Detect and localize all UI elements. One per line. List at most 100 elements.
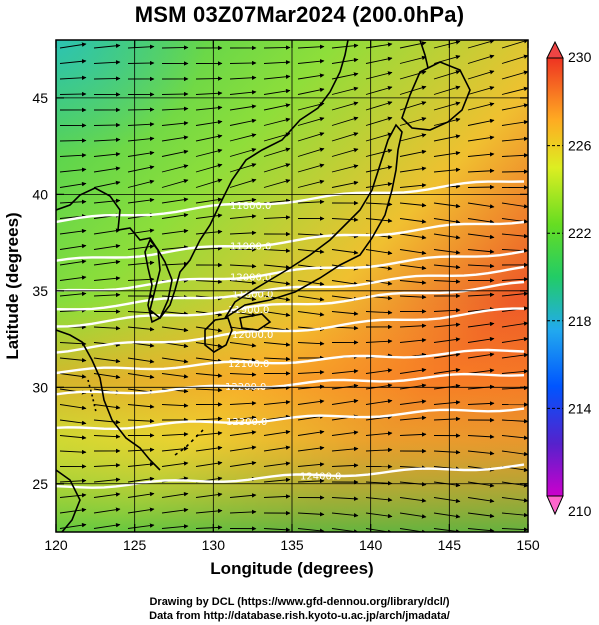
wind-arrow <box>127 228 155 235</box>
wind-arrow <box>433 512 461 519</box>
wind-arrow <box>501 54 528 64</box>
wind-arrow <box>263 248 291 253</box>
wind-arrow <box>59 259 87 266</box>
wind-arrow <box>501 119 528 126</box>
contour-label: 11800.0 <box>232 289 273 300</box>
wind-arrow <box>229 415 257 421</box>
wind-arrow <box>501 291 528 297</box>
wind-arrow <box>331 496 359 502</box>
wind-arrow <box>331 86 359 95</box>
contour-label: 11900.0 <box>228 305 269 316</box>
wind-arrow <box>467 434 495 440</box>
wind-arrow <box>161 121 189 126</box>
wind-arrow <box>229 509 257 515</box>
contour-label: 11800.0 <box>230 201 271 212</box>
wind-arrow <box>433 279 461 284</box>
wind-arrow <box>127 404 155 409</box>
wind-arrow <box>501 103 528 111</box>
wind-arrow <box>161 245 189 250</box>
wind-arrow <box>93 276 121 281</box>
coastline <box>56 40 471 532</box>
wind-arrow <box>229 342 257 348</box>
y-tick-label: 30 <box>32 379 48 395</box>
wind-arrow <box>195 357 223 364</box>
wind-arrow <box>93 259 121 266</box>
wind-arrow <box>467 528 495 532</box>
wind-arrow <box>59 228 87 235</box>
wind-arrow <box>331 446 359 452</box>
wind-arrow <box>127 476 155 483</box>
height-contour-line <box>56 220 525 262</box>
wind-arrow <box>467 70 495 80</box>
wind-arrow <box>467 118 495 126</box>
wind-arrow <box>161 149 189 157</box>
map-title: MSM 03Z07Mar2024 (200.0hPa) <box>134 2 465 27</box>
wind-arrow <box>263 147 291 157</box>
wind-arrow <box>467 152 495 157</box>
wind-arrow <box>195 373 223 378</box>
wind-arrow <box>127 150 155 157</box>
wind-arrow <box>127 165 155 173</box>
wind-arrow <box>399 149 427 157</box>
wind-arrow <box>433 450 461 455</box>
wind-arrow <box>127 197 155 204</box>
wind-arrow <box>229 263 257 269</box>
wind-arrow <box>501 369 528 374</box>
wind-arrow <box>433 167 461 173</box>
wind-arrow <box>195 105 223 111</box>
wind-arrow <box>93 60 121 65</box>
colorbar-tick-label: 226 <box>568 138 592 154</box>
wind-arrow <box>399 415 427 421</box>
wind-arrow <box>297 132 325 142</box>
wind-arrow <box>195 508 223 514</box>
height-contour-line <box>56 407 525 431</box>
wind-arrow <box>161 228 189 235</box>
wind-arrow <box>93 152 121 157</box>
wind-arrow <box>501 70 528 80</box>
wind-arrow <box>399 280 427 285</box>
wind-arrow <box>127 326 155 332</box>
wind-arrow <box>127 60 155 66</box>
wind-arrow <box>161 326 189 333</box>
wind-arrow <box>467 102 495 111</box>
wind-arrow <box>331 512 359 518</box>
wind-arrow <box>127 357 155 364</box>
wind-arrow <box>331 311 359 316</box>
wind-arrow <box>399 70 427 80</box>
wind-arrow <box>433 367 461 374</box>
wind-arrow <box>297 478 325 484</box>
wind-arrow <box>195 229 223 235</box>
wind-arrow <box>195 492 223 498</box>
wind-arrow <box>59 167 87 173</box>
wind-arrow <box>399 166 427 173</box>
contour-label: 12000.0 <box>230 272 271 283</box>
wind-arrow <box>501 450 528 457</box>
wind-arrow <box>93 180 121 188</box>
y-tick-label: 35 <box>32 283 48 299</box>
wind-arrow <box>161 432 189 437</box>
wind-arrow <box>433 150 461 157</box>
wind-arrow <box>297 73 325 80</box>
wind-arrow <box>263 477 291 483</box>
wind-arrow <box>399 218 427 224</box>
wind-arrow <box>467 135 495 142</box>
wind-arrow <box>93 166 121 173</box>
wind-arrow <box>59 435 87 440</box>
wind-arrow <box>467 450 495 456</box>
wind-arrow <box>297 249 325 254</box>
wind-arrow <box>59 341 87 346</box>
wind-arrow <box>399 294 427 300</box>
wind-arrow <box>93 198 121 204</box>
wind-arrow <box>331 463 359 468</box>
x-tick-label: 150 <box>516 537 540 553</box>
wind-arrow <box>467 202 495 209</box>
wind-arrow <box>297 311 325 317</box>
wind-arrow <box>93 507 121 514</box>
wind-arrow <box>59 91 87 97</box>
wind-arrow <box>433 202 461 209</box>
wind-arrow <box>59 357 87 363</box>
wind-arrow <box>195 326 223 333</box>
wind-arrow <box>501 336 528 343</box>
wind-arrow <box>297 445 325 452</box>
wind-arrow <box>263 385 291 391</box>
